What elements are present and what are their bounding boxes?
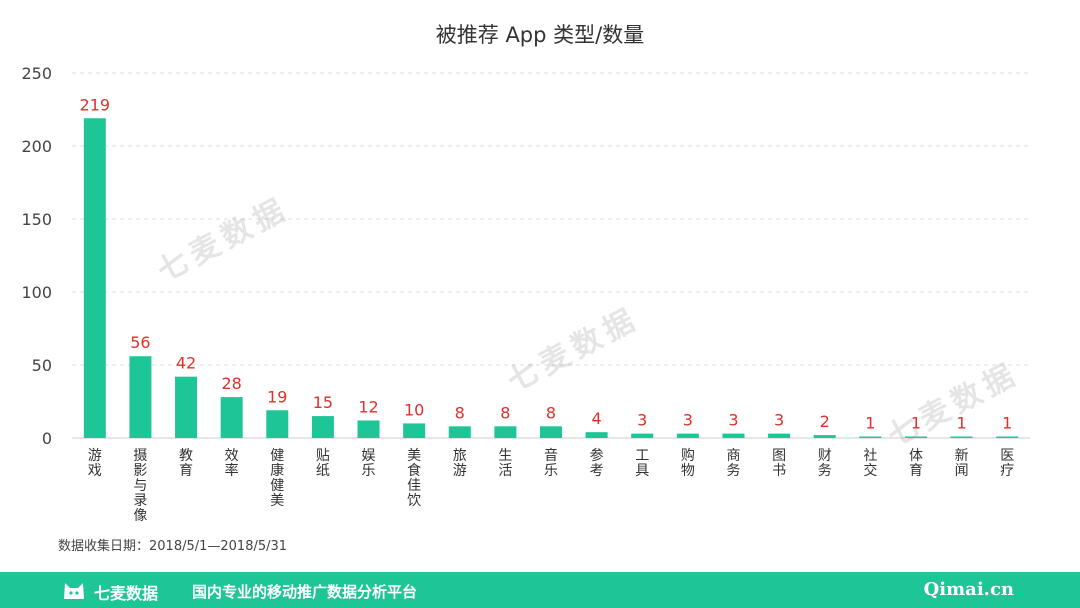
bar (768, 433, 791, 438)
bar (904, 436, 927, 438)
category-label: 新闻 (955, 448, 969, 479)
bar-value-label: 1 (956, 414, 966, 433)
bar (129, 356, 152, 438)
category-label: 商务 (726, 448, 740, 479)
y-tick-label: 200 (21, 137, 52, 156)
data-collection-note: 数据收集日期：2018/5/1—2018/5/31 (58, 539, 288, 554)
bar (494, 426, 517, 438)
bar-value-label: 10 (404, 400, 424, 419)
bar (83, 118, 106, 438)
bar (722, 433, 745, 438)
bar-value-label: 2 (820, 412, 830, 431)
category-label: 娱乐 (362, 448, 376, 479)
category-label: 工具 (635, 448, 649, 479)
category-label: 财务 (818, 448, 832, 479)
bar (996, 436, 1019, 438)
y-tick-label: 50 (32, 356, 52, 375)
bar-value-label: 1 (1002, 414, 1012, 433)
y-tick-label: 0 (42, 429, 52, 448)
bar-chart: 被推荐 App 类型/数量050100150200250219游戏56摄影与录像… (21, 23, 1030, 524)
category-label: 社交 (863, 448, 877, 479)
category-label: 游戏 (88, 448, 102, 479)
category-label: 体育 (909, 448, 923, 479)
y-tick-label: 100 (21, 283, 52, 302)
bar (448, 426, 471, 438)
site-link[interactable]: Qimai.cn (923, 579, 1014, 600)
bar (357, 420, 380, 438)
bar-value-label: 19 (267, 387, 287, 406)
category-label: 生活 (498, 448, 512, 479)
category-label: 健康健美 (270, 448, 284, 509)
bar-value-label: 15 (313, 393, 333, 412)
bar-value-label: 12 (358, 397, 378, 416)
bar (813, 435, 836, 438)
category-label: 图书 (772, 448, 786, 479)
category-label: 参考 (590, 447, 604, 479)
bar-value-label: 1 (865, 414, 875, 433)
bar (676, 433, 699, 438)
chart-title: 被推荐 App 类型/数量 (436, 23, 644, 47)
bar-value-label: 8 (455, 403, 465, 422)
category-label: 音乐 (544, 447, 558, 479)
bar (266, 410, 289, 438)
category-label: 摄影与录像 (133, 448, 147, 524)
category-label: 教育 (179, 448, 193, 479)
bar-value-label: 8 (500, 403, 510, 422)
bar-value-label: 3 (774, 411, 784, 430)
category-label: 贴纸 (316, 448, 330, 479)
bar (585, 432, 608, 438)
category-label: 效率 (225, 448, 239, 479)
bar-value-label: 8 (546, 403, 556, 422)
bar (220, 397, 243, 438)
bar-value-label: 3 (637, 411, 647, 430)
bar (175, 376, 198, 438)
bar-value-label: 42 (176, 354, 196, 373)
slogan: 国内专业的移动推广数据分析平台 (192, 583, 418, 601)
bar (403, 423, 426, 438)
bar-value-label: 3 (683, 411, 693, 430)
category-label: 购物 (681, 448, 695, 479)
bar-value-label: 3 (728, 411, 738, 430)
bar (631, 433, 654, 438)
bar (311, 416, 334, 438)
y-tick-label: 150 (21, 210, 52, 229)
bar-value-label: 28 (221, 374, 241, 393)
cat-logo-icon (64, 583, 84, 599)
category-label: 美食佳饮 (407, 448, 421, 509)
category-label: 医疗 (1000, 448, 1014, 479)
bar (540, 426, 562, 438)
footer-bar: 七麦数据 国内专业的移动推广数据分析平台 Qimai.cn (0, 572, 1080, 608)
bar-value-label: 56 (130, 333, 150, 352)
category-label: 旅游 (453, 448, 467, 479)
brand-name: 七麦数据 (94, 584, 159, 603)
y-tick-label: 250 (21, 64, 52, 83)
bar-value-label: 219 (80, 95, 111, 114)
bar (859, 436, 882, 438)
bar (950, 436, 973, 438)
bar-value-label: 4 (592, 409, 602, 428)
bar-value-label: 1 (911, 414, 921, 433)
